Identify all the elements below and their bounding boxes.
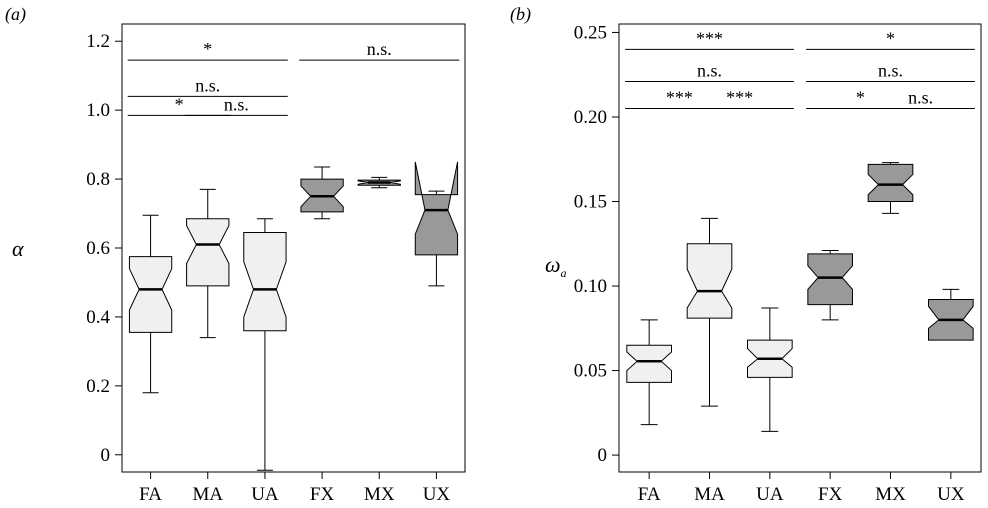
- y-tick-label: 0.20: [574, 107, 607, 128]
- x-tick-label: FX: [818, 484, 843, 505]
- x-tick-label: UA: [756, 484, 784, 505]
- significance-label: n.s.: [367, 39, 392, 59]
- y-tick-label: 0.6: [86, 238, 110, 259]
- y-tick-label: 0.8: [86, 169, 110, 190]
- y-tick-label: 1.2: [86, 31, 110, 52]
- plot-frame: [618, 23, 982, 473]
- significance-label: n.s.: [908, 88, 933, 108]
- significance-label: *: [175, 94, 184, 114]
- y-axis-label-main: α: [12, 236, 24, 261]
- y-tick-label: 0.25: [574, 22, 607, 43]
- x-tick-label: MX: [364, 484, 395, 505]
- box-MA: [686, 243, 733, 319]
- x-tick-label: FX: [310, 484, 335, 505]
- x-tick-label: FA: [638, 484, 661, 505]
- box-MX: [867, 163, 914, 203]
- x-tick-label: MX: [875, 484, 906, 505]
- plot-frame: [121, 23, 466, 473]
- panel-a: (a) α 0 0.2 0.4 0.6 0.8 1.0 1.2 FA MA UA FX MX UX * n.s.…: [5, 4, 466, 505]
- significance-label: ***: [726, 88, 753, 108]
- box-FX: [807, 253, 853, 306]
- x-tick-label: UX: [937, 484, 965, 505]
- box-UX: [414, 161, 459, 256]
- significance-label: n.s.: [697, 60, 722, 80]
- x-tick-label: MA: [694, 484, 725, 505]
- x-tick-label: UA: [251, 484, 279, 505]
- y-tick-label: 0.10: [574, 276, 607, 297]
- y-tick-label: 1.0: [86, 100, 110, 121]
- box-UA: [243, 231, 287, 332]
- y-axis-label: α: [12, 236, 24, 261]
- significance-label: *: [886, 28, 895, 48]
- box-MA: [186, 218, 230, 287]
- y-tick-label: 0.2: [86, 376, 110, 397]
- significance-label: n.s.: [878, 60, 903, 80]
- panel-label: (a): [5, 4, 26, 25]
- significance-label: *: [203, 39, 212, 59]
- significance-label: ***: [696, 28, 723, 48]
- x-tick-label: MA: [192, 484, 223, 505]
- panel-label: (b): [510, 4, 531, 25]
- box-FA: [128, 256, 173, 333]
- y-tick-label: 0: [101, 445, 111, 466]
- x-tick-label: UX: [423, 484, 451, 505]
- significance-label: *: [856, 88, 865, 108]
- significance-label: n.s.: [224, 94, 249, 114]
- y-axis-label-subscript: a: [561, 266, 567, 280]
- y-tick-label: 0.15: [574, 192, 607, 213]
- y-tick-label: 0: [598, 445, 608, 466]
- y-axis-label-main: ω: [545, 252, 561, 277]
- x-tick-label: FA: [139, 484, 162, 505]
- y-axis-label: ωa: [545, 252, 567, 280]
- y-tick-label: 0.05: [574, 361, 607, 382]
- significance-label: ***: [666, 88, 693, 108]
- significance-label: n.s.: [195, 75, 220, 95]
- box-FA: [626, 344, 672, 383]
- y-tick-label: 0.4: [86, 307, 110, 328]
